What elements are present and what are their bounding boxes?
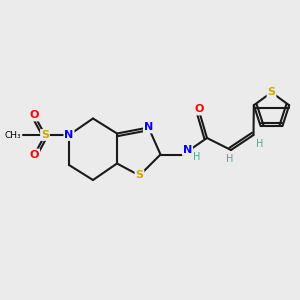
Text: N: N xyxy=(144,122,153,133)
Text: S: S xyxy=(41,130,49,140)
Text: O: O xyxy=(30,149,39,160)
Text: H: H xyxy=(193,152,200,163)
Text: H: H xyxy=(256,139,263,149)
Text: O: O xyxy=(30,110,39,121)
Text: N: N xyxy=(183,145,192,155)
Text: CH₃: CH₃ xyxy=(4,130,21,140)
Text: N: N xyxy=(64,130,74,140)
Text: H: H xyxy=(226,154,233,164)
Text: S: S xyxy=(268,87,275,98)
Text: O: O xyxy=(195,104,204,115)
Text: S: S xyxy=(136,170,143,181)
